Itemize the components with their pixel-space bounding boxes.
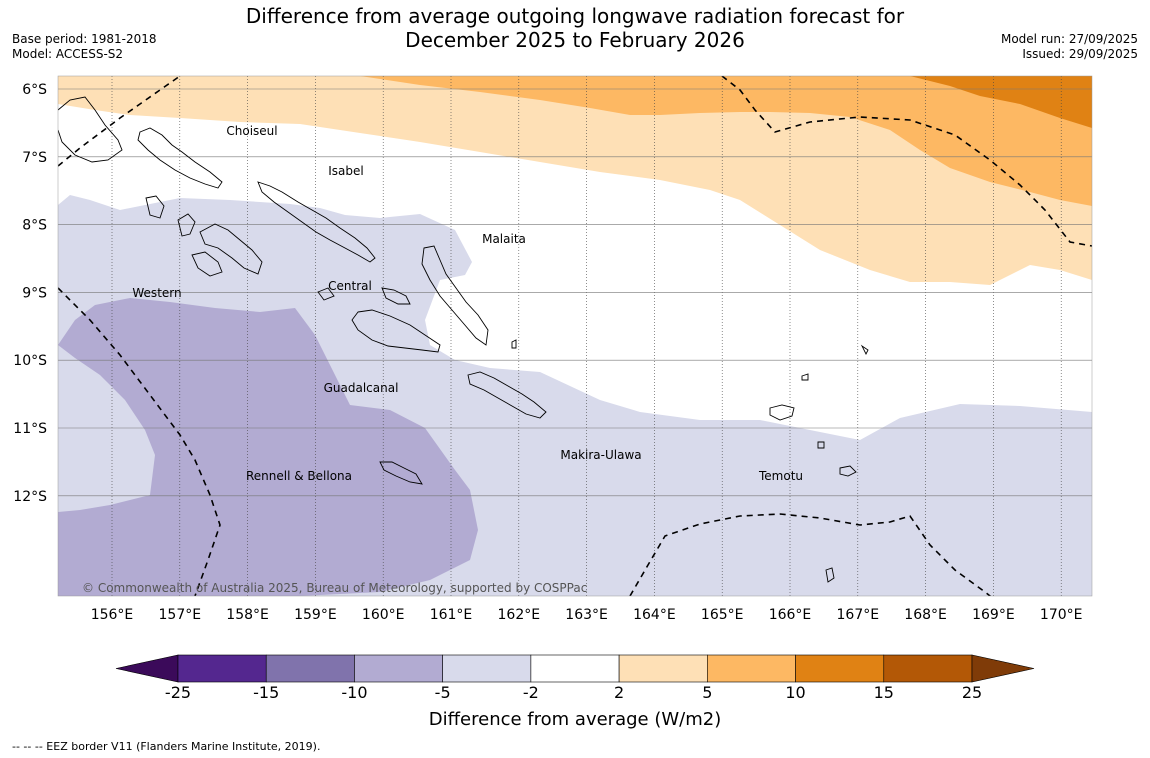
island-malaita (421, 245, 489, 346)
colorbar-title: Difference from average (W/m2) (428, 709, 722, 730)
lon-tick-label: 169°E (972, 607, 1015, 623)
island-vanikoro (839, 465, 857, 477)
lon-tick-label: 160°E (362, 607, 405, 623)
colorbar-tick-label: 25 (961, 683, 983, 702)
colorbar-segment (618, 654, 708, 683)
anomaly-region-5-10 (360, 76, 1092, 206)
island-duff (801, 373, 809, 381)
colorbar-segment (265, 654, 355, 683)
title-line-1: Difference from average outgoing longwav… (245, 4, 905, 28)
lat-tick-label: 11°S (13, 421, 47, 437)
anomaly-region-2-5 (58, 76, 1092, 285)
colorbar-tick-label: 5 (702, 683, 713, 702)
island-vella-lavella (145, 195, 165, 219)
colorbar-tick-label: 2 (614, 683, 625, 702)
colorbar-segment (707, 654, 796, 683)
lat-tick-label: 9°S (22, 285, 47, 301)
latitude-axis: 6°S 7°S 8°S 9°S 10°S 11°S 12°S (13, 82, 47, 505)
lon-tick-label: 167°E (837, 607, 880, 623)
island-small-2 (511, 339, 517, 349)
map-frame (57, 75, 1093, 597)
province-label: Guadalcanal (324, 381, 399, 395)
colorbar-segment (177, 654, 267, 683)
base-period: Base period: 1981-2018 (12, 32, 157, 46)
colorbar-high-extend (971, 654, 1035, 683)
anomaly-region-minus10-minus5 (58, 298, 478, 596)
lat-tick-label: 6°S (22, 82, 47, 98)
island-small-3 (860, 344, 869, 356)
colorbar (115, 654, 1035, 683)
lon-tick-label: 165°E (701, 607, 744, 623)
province-label: Makira-Ulawa (560, 448, 641, 462)
lon-tick-label: 166°E (769, 607, 812, 623)
lat-tick-label: 10°S (13, 353, 47, 369)
eez-border-north (58, 76, 181, 167)
province-label: Rennell & Bellona (246, 469, 352, 483)
meta-right: Model run: 27/09/2025 Issued: 29/09/2025 (1001, 32, 1138, 62)
longitude-axis: 156°E 157°E 158°E 159°E 160°E 161°E 162°E 163°E… (91, 607, 1083, 623)
province-label: Choiseul (226, 124, 277, 138)
colorbar-low-extend (115, 654, 179, 683)
island-makira (467, 371, 547, 419)
colorbar-tick-label: -2 (522, 683, 539, 702)
coastlines (58, 96, 869, 583)
island-utupua (817, 441, 825, 449)
island-isabel (257, 181, 376, 263)
colorbar-tick-label: -5 (434, 683, 451, 702)
province-label: Temotu (758, 469, 803, 483)
map-area: © Commonwealth of Australia 2025, Bureau… (58, 76, 1092, 596)
lon-tick-label: 170°E (1040, 607, 1083, 623)
island-bougainville (58, 96, 123, 163)
colorbar-tick-label: -10 (341, 683, 368, 702)
lat-tick-label: 12°S (13, 489, 47, 505)
colorbar-tick-label: 10 (785, 683, 806, 702)
meta-left: Base period: 1981-2018 Model: ACCESS-S2 (12, 32, 157, 62)
island-small-1 (825, 567, 835, 583)
island-choiseul (137, 127, 223, 189)
lon-tick-label: 162°E (498, 607, 541, 623)
lon-tick-label: 163°E (565, 607, 608, 623)
lon-tick-label: 168°E (904, 607, 947, 623)
model-run: Model run: 27/09/2025 (1000, 32, 1138, 46)
province-label: Isabel (328, 164, 363, 178)
island-russell (317, 287, 335, 301)
lon-tick-label: 161°E (430, 607, 473, 623)
province-label: Western (132, 286, 181, 300)
colorbar-segment (354, 654, 443, 683)
eez-border-south (629, 513, 992, 596)
lon-tick-label: 158°E (226, 607, 269, 623)
lon-tick-label: 157°E (159, 607, 202, 623)
map-title: Difference from average outgoing longwav… (0, 4, 1150, 52)
lon-tick-label: 156°E (91, 607, 134, 623)
province-label: Malaita (482, 232, 526, 246)
eez-footnote: -- -- -- EEZ border V11 (Flanders Marine… (12, 740, 321, 753)
model-name: Model: ACCESS-S2 (12, 47, 124, 61)
eez-borders (58, 76, 1092, 596)
lon-tick-label: 159°E (294, 607, 337, 623)
island-rennell (379, 461, 423, 485)
island-new-georgia (177, 213, 263, 277)
colorbar-segment (530, 654, 620, 683)
title-line-2: December 2025 to February 2026 (405, 28, 745, 52)
island-guadalcanal (351, 309, 441, 353)
gridlines (58, 76, 1092, 596)
province-label: Central (328, 279, 372, 293)
colorbar-tick-label: -15 (253, 683, 280, 702)
eez-border-northeast (721, 76, 1092, 247)
province-labels: Choiseul Isabel Malaita Western Central Guada… (132, 124, 803, 483)
colorbar-segment (883, 654, 973, 683)
copyright-text: © Commonwealth of Australia 2025, Bureau… (82, 581, 587, 595)
colorbar-tick-label: -25 (164, 683, 192, 702)
island-santa-cruz (769, 404, 795, 421)
island-florida (381, 287, 411, 305)
lat-tick-label: 7°S (22, 150, 47, 166)
lon-tick-label: 164°E (633, 607, 676, 623)
lat-tick-label: 8°S (22, 218, 47, 234)
colorbar-tick-label: 15 (873, 683, 894, 702)
issued-date: Issued: 29/09/2025 (1022, 47, 1138, 61)
colorbar-segment (795, 654, 885, 683)
eez-border-west (58, 287, 221, 596)
colorbar-segment (442, 654, 532, 683)
